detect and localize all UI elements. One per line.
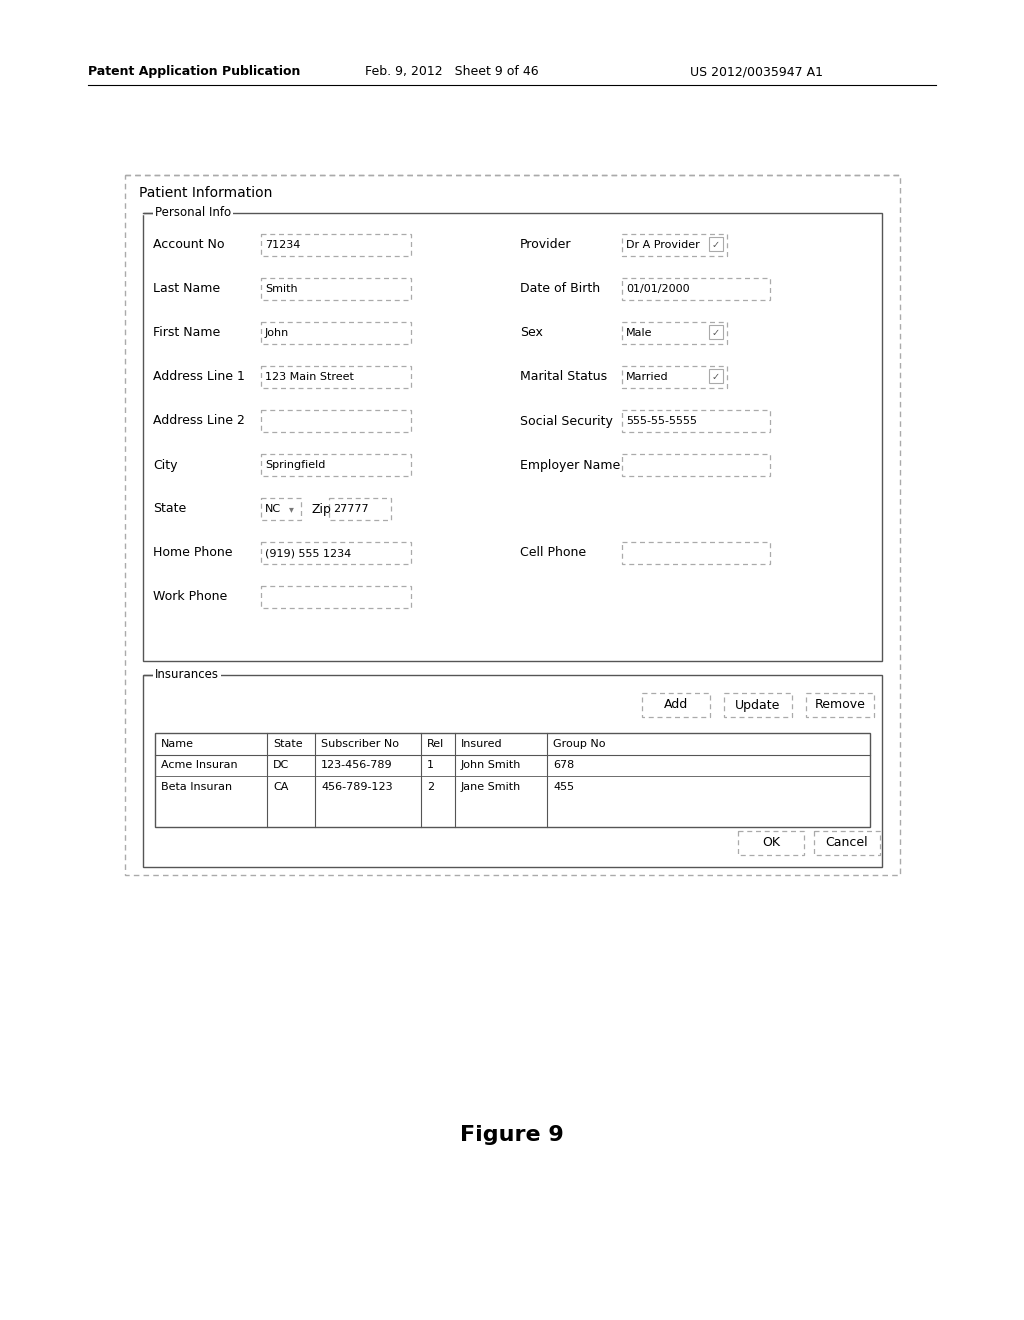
Text: 71234: 71234 [265, 240, 300, 249]
Text: Male: Male [626, 327, 652, 338]
Text: 455: 455 [553, 781, 574, 792]
Text: Zip: Zip [311, 503, 331, 516]
Bar [724, 693, 792, 717]
Text: John Smith: John Smith [461, 760, 521, 771]
Text: Employer Name: Employer Name [520, 458, 621, 471]
Bar [622, 411, 770, 432]
Text: ✓: ✓ [712, 240, 720, 249]
Bar [622, 234, 727, 256]
Text: US 2012/0035947 A1: US 2012/0035947 A1 [690, 66, 823, 78]
Text: Date of Birth: Date of Birth [520, 282, 600, 296]
Text: Home Phone: Home Phone [153, 546, 232, 560]
Text: 678: 678 [553, 760, 574, 771]
Text: Provider: Provider [520, 239, 571, 252]
Text: Personal Info: Personal Info [155, 206, 231, 219]
Text: Social Security: Social Security [520, 414, 613, 428]
Text: Address Line 1: Address Line 1 [153, 371, 245, 384]
Text: Update: Update [735, 698, 780, 711]
Text: Add: Add [664, 698, 688, 711]
Text: Feb. 9, 2012   Sheet 9 of 46: Feb. 9, 2012 Sheet 9 of 46 [365, 66, 539, 78]
Text: 555-55-5555: 555-55-5555 [626, 416, 697, 426]
Text: (919) 555 1234: (919) 555 1234 [265, 548, 351, 558]
Text: Group No: Group No [553, 739, 605, 748]
Bar [125, 176, 900, 875]
Text: Name: Name [161, 739, 194, 748]
Text: Figure 9: Figure 9 [460, 1125, 564, 1144]
Bar [261, 234, 411, 256]
Text: Acme Insuran: Acme Insuran [161, 760, 238, 771]
Bar [261, 279, 411, 300]
Text: Cancel: Cancel [825, 837, 868, 850]
Bar [814, 832, 880, 855]
Bar [622, 543, 770, 564]
Bar [622, 279, 770, 300]
Bar [143, 675, 882, 867]
Bar [329, 498, 391, 520]
Text: NC: NC [265, 504, 282, 513]
Text: Springfield: Springfield [265, 459, 326, 470]
Bar [261, 322, 411, 345]
Text: Beta Insuran: Beta Insuran [161, 781, 232, 792]
Bar [622, 366, 727, 388]
Text: OK: OK [762, 837, 780, 850]
Text: ✓: ✓ [712, 327, 720, 338]
Text: First Name: First Name [153, 326, 220, 339]
Bar [143, 213, 882, 661]
Text: 456-789-123: 456-789-123 [321, 781, 392, 792]
Text: Dr A Provider: Dr A Provider [626, 240, 699, 249]
Text: Account No: Account No [153, 239, 224, 252]
Text: Jane Smith: Jane Smith [461, 781, 521, 792]
Text: ✓: ✓ [712, 372, 720, 381]
Text: Patient Information: Patient Information [139, 186, 272, 201]
Text: 1: 1 [427, 760, 434, 771]
Text: City: City [153, 458, 177, 471]
Text: Insurances: Insurances [155, 668, 219, 681]
Bar [622, 322, 727, 345]
Text: Smith: Smith [265, 284, 298, 294]
Bar [261, 366, 411, 388]
Text: Remove: Remove [814, 698, 865, 711]
Text: State: State [153, 503, 186, 516]
Text: 01/01/2000: 01/01/2000 [626, 284, 689, 294]
Text: DC: DC [273, 760, 289, 771]
Bar [738, 832, 804, 855]
Text: 123-456-789: 123-456-789 [321, 760, 392, 771]
Text: John: John [265, 327, 289, 338]
Text: Marital Status: Marital Status [520, 371, 607, 384]
Bar [261, 454, 411, 477]
Text: Cell Phone: Cell Phone [520, 546, 586, 560]
Text: State: State [273, 739, 303, 748]
Text: Address Line 2: Address Line 2 [153, 414, 245, 428]
Text: Subscriber No: Subscriber No [321, 739, 399, 748]
Bar [709, 370, 723, 383]
Text: Insured: Insured [461, 739, 503, 748]
Text: Sex: Sex [520, 326, 543, 339]
Bar [261, 498, 301, 520]
Bar [261, 586, 411, 609]
Text: 2: 2 [427, 781, 434, 792]
Text: 123 Main Street: 123 Main Street [265, 372, 354, 381]
Bar [709, 238, 723, 251]
Text: Last Name: Last Name [153, 282, 220, 296]
Text: ▾: ▾ [289, 504, 294, 513]
Bar [261, 543, 411, 564]
Bar [155, 733, 870, 828]
Text: Work Phone: Work Phone [153, 590, 227, 603]
Bar [261, 411, 411, 432]
Text: Married: Married [626, 372, 669, 381]
Bar [806, 693, 874, 717]
Bar [709, 325, 723, 339]
Text: 27777: 27777 [333, 504, 369, 513]
Bar [642, 693, 710, 717]
Text: Rel: Rel [427, 739, 444, 748]
Bar [622, 454, 770, 477]
Text: Patent Application Publication: Patent Application Publication [88, 66, 300, 78]
Text: CA: CA [273, 781, 289, 792]
